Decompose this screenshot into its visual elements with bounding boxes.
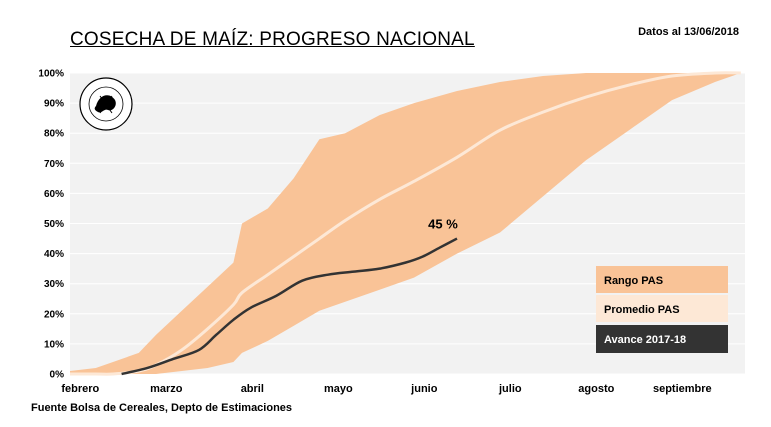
y-tick-label: 70% [44, 159, 64, 170]
x-tick-label: marzo [150, 383, 183, 395]
x-tick-label: agosto [578, 383, 614, 395]
institution-seal-logo [79, 77, 133, 131]
legend-swatch-promedio-pas [596, 295, 728, 322]
legend-swatch-rango-pas [596, 266, 728, 293]
x-tick-label: junio [410, 383, 438, 395]
y-tick-label: 30% [44, 279, 64, 290]
x-tick-label: julio [498, 383, 522, 395]
x-tick-label: abril [241, 383, 264, 395]
x-tick-label: febrero [61, 383, 99, 395]
legend: Rango PAS Promedio PAS Avance 2017-18 [596, 266, 728, 353]
y-axis-ticks: 0% 10% 20% 30% 40% 50% 60% 70% 80% 90% 100% [38, 69, 64, 381]
legend-label-promedio-pas: Promedio PAS [604, 304, 680, 316]
series-line-avance-2017-18 [121, 237, 458, 376]
y-tick-label: 40% [44, 249, 64, 260]
y-tick-label: 0% [50, 370, 65, 381]
legend-swatch-avance-2017-18 [596, 325, 728, 353]
x-tick-label: septiembre [653, 383, 712, 395]
annotation-45-percent: 45 % [428, 217, 458, 232]
y-tick-label: 50% [44, 219, 64, 230]
legend-label-avance-2017-18: Avance 2017-18 [604, 334, 686, 346]
y-tick-label: 20% [44, 309, 64, 320]
date-note: Datos al 13/06/2018 [638, 26, 739, 38]
legend-label-rango-pas: Rango PAS [604, 275, 663, 287]
x-tick-label: mayo [324, 383, 353, 395]
y-tick-label: 100% [38, 69, 64, 80]
y-tick-label: 80% [44, 129, 64, 140]
y-tick-label: 10% [44, 339, 64, 350]
y-tick-label: 90% [44, 99, 64, 110]
source-note: Fuente Bolsa de Cereales, Depto de Estim… [31, 402, 293, 414]
x-axis-ticks: febrero marzo abril mayo junio julio agosto sep… [61, 383, 711, 395]
y-tick-label: 60% [44, 189, 64, 200]
chart-title: COSECHA DE MAÍZ: PROGRESO NACIONAL [70, 29, 475, 50]
